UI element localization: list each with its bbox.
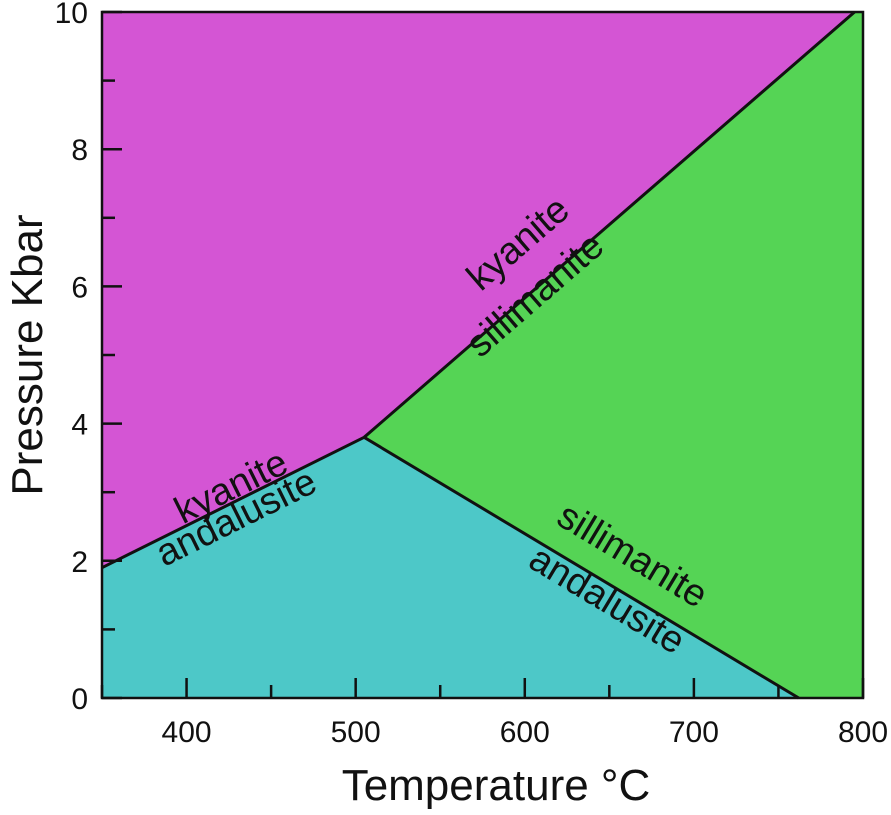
field-andalusite xyxy=(102,437,799,698)
boundary-andalusite-sillimanite xyxy=(363,436,800,700)
y-tick-label: 4 xyxy=(71,409,88,442)
x-tick-label: 700 xyxy=(669,716,719,749)
y-tick-label: 8 xyxy=(71,134,88,167)
x-tick-label: 500 xyxy=(331,716,381,749)
x-tick-label: 800 xyxy=(838,716,888,749)
y-tick-label: 10 xyxy=(55,0,88,30)
x-tick-label: 600 xyxy=(500,716,550,749)
y-tick-label: 2 xyxy=(71,546,88,579)
y-tick-label: 6 xyxy=(71,271,88,304)
field-kyanite xyxy=(102,12,855,568)
y-axis-title: Pressure Kbar xyxy=(3,214,52,495)
y-tick-label: 0 xyxy=(71,683,88,716)
x-tick-label: 400 xyxy=(162,716,212,749)
boundary-kyanite-sillimanite xyxy=(363,10,856,439)
field-sillimanite xyxy=(364,12,863,698)
phase-boundaries xyxy=(101,10,856,700)
phase-fields xyxy=(102,12,863,698)
axis-ticks: 400 500 600 700 800 0 2 4 6 8 10 xyxy=(55,0,888,749)
boundary-kyanite-andalusite xyxy=(101,435,365,570)
x-axis-title: Temperature °C xyxy=(342,761,651,810)
